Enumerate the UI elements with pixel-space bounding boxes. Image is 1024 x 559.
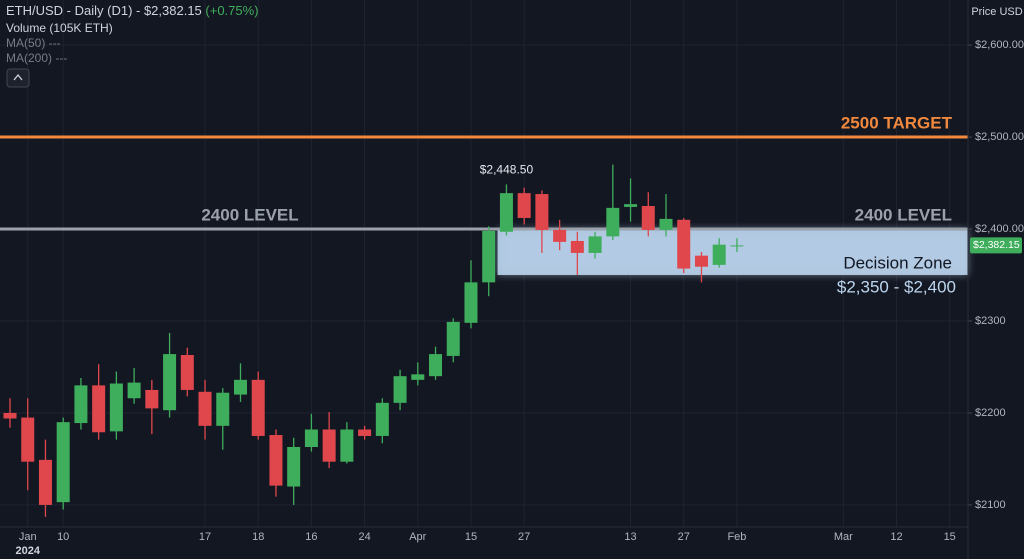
candle-body [38,459,52,505]
level-label: 2400 LEVEL [201,205,298,224]
y-tick-label: $2,500.00 [975,131,1024,143]
indicator: MA(50) --- [6,36,61,50]
candle-body [3,412,17,419]
x-tick-label: Mar [834,531,853,543]
candle-body [375,402,389,436]
candle-body [730,245,744,247]
y-tick-label: $2200 [975,407,1006,419]
candle-body [499,193,513,232]
candle-body [251,379,265,436]
title-text: ETH/USD - Daily (D1) - $2,382.15 [6,3,202,18]
candle-body [482,230,496,283]
candle-body [163,354,177,411]
candle-body [92,385,106,433]
y-tick-label: $2300 [975,315,1006,327]
candle-body [535,194,549,230]
candle-body [198,391,212,426]
y-axis-label: Price USD [971,6,1022,18]
indicator: Volume (105K ETH) [6,21,113,35]
high-annotation: $2,448.50 [480,163,534,177]
candle-body [340,429,354,462]
candle-body [446,321,460,356]
candle-body [358,429,372,436]
y-tick-label: $2,400.00 [975,223,1024,235]
candle-body [269,435,283,486]
x-tick-label: 10 [57,531,69,543]
level-label: 2400 LEVEL [855,205,952,224]
x-tick-label: 15 [465,531,477,543]
candle-body [464,282,478,323]
candle-body [641,206,655,230]
x-tick-label: 27 [678,531,690,543]
price-change: (+0.75%) [205,3,258,18]
x-tick-label: 13 [624,531,636,543]
candle-body [322,429,336,462]
level-label: 2500 TARGET [841,114,953,133]
candle-body [145,389,159,409]
candle-body [553,229,567,242]
candle-body [304,429,318,447]
x-tick-label: 12 [890,531,902,543]
candle-body [216,392,230,426]
candle-body [677,219,691,269]
candle-body [180,355,194,390]
candle-body [127,382,141,399]
collapse-button[interactable] [6,68,30,88]
y-tick-label: $2100 [975,499,1006,511]
candle-body [233,379,247,395]
year-label: 2024 [15,545,40,557]
x-tick-label: 24 [358,531,370,543]
last-price-badge [970,237,1022,254]
candle-body [588,236,602,253]
candle-body [429,354,443,377]
x-tick-label: Apr [409,531,426,543]
chart-title: ETH/USD - Daily (D1) - $2,382.15 (+0.75%… [6,3,259,18]
candle-body [109,383,123,432]
x-tick-label: 16 [305,531,317,543]
candle-body [411,374,425,380]
candle-body [606,207,620,237]
x-tick-label: 17 [199,531,211,543]
candle-body [712,244,726,265]
candle-body [287,446,301,487]
zone-range-label: $2,350 - $2,400 [837,277,956,296]
candle-body [517,193,531,218]
x-tick-label: Feb [727,531,746,543]
candle-body [570,240,584,253]
candle-body [694,255,708,267]
last-price-label: $2,382.15 [973,239,1020,251]
indicator: MA(200) --- [6,51,67,65]
x-tick-label: 18 [252,531,264,543]
candle-body [393,376,407,403]
y-tick-label: $2,600.00 [975,39,1024,51]
candle-body [74,385,88,424]
candle-body [56,422,70,503]
candle-body [659,218,673,230]
candle-body [624,204,638,207]
x-tick-label: Jan [19,531,37,543]
x-tick-label: 27 [518,531,530,543]
x-tick-label: 15 [944,531,956,543]
zone-label: Decision Zone [843,253,952,272]
collapse-icon [13,73,23,81]
candle-body [21,417,35,462]
